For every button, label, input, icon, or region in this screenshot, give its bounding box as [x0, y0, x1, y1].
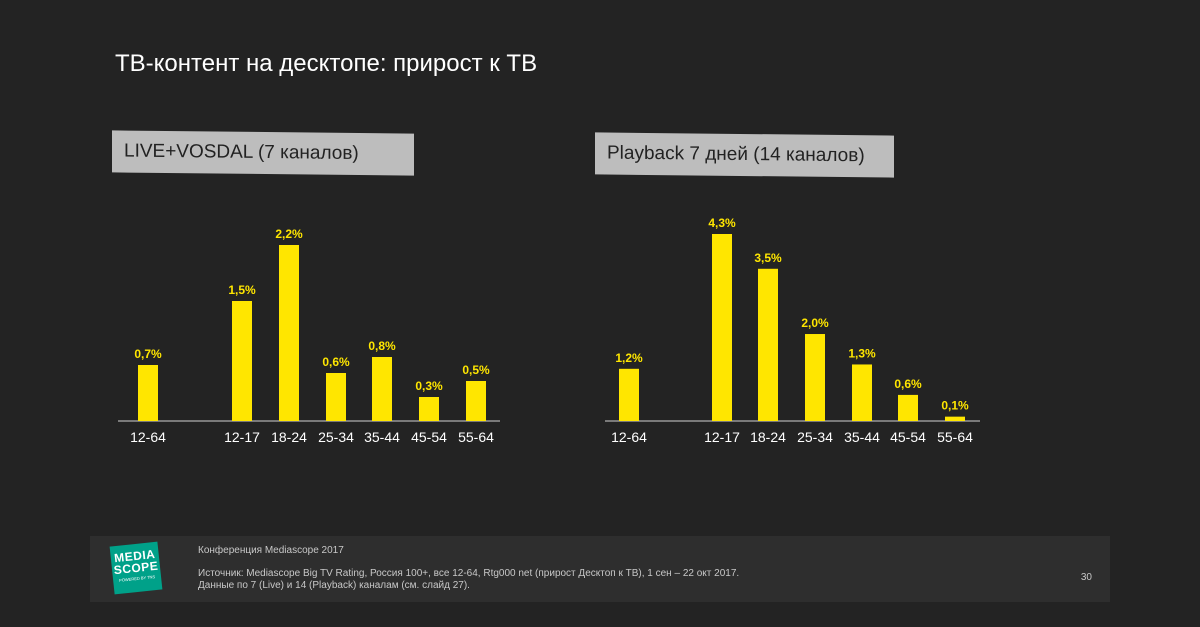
tick-label-35-44: 35-44	[844, 429, 880, 445]
data-label-35-44: 0,8%	[368, 339, 396, 353]
tick-label-12-64: 12-64	[130, 429, 166, 445]
tick-label-35-44: 35-44	[364, 429, 400, 445]
tick-label-12-17: 12-17	[224, 429, 260, 445]
tick-label-25-34: 25-34	[318, 429, 354, 445]
tick-label-12-64: 12-64	[611, 429, 647, 445]
tick-label-12-17: 12-17	[704, 429, 740, 445]
bar-35-44	[372, 357, 392, 421]
tick-label-18-24: 18-24	[750, 429, 786, 445]
source-line-2: Данные по 7 (Live) и 14 (Playback) канал…	[198, 580, 470, 591]
data-label-45-54: 0,3%	[415, 379, 443, 393]
tick-label-45-54: 45-54	[411, 429, 447, 445]
bar-18-24	[758, 268, 778, 421]
data-label-55-64: 0,1%	[941, 399, 969, 413]
tick-label-25-34: 25-34	[797, 429, 833, 445]
bar-12-64	[138, 365, 158, 421]
page-number: 30	[1080, 572, 1092, 583]
footer: MEDIA SCOPE POWERED BY TNS Конференция M…	[90, 536, 1110, 602]
mediascope-logo: MEDIA SCOPE POWERED BY TNS	[109, 541, 163, 595]
source-line-1: Источник: Mediascope Big TV Rating, Росс…	[198, 568, 740, 579]
data-label-25-34: 2,0%	[801, 316, 829, 330]
tick-label-55-64: 55-64	[937, 429, 973, 445]
source-note: Источник: Mediascope Big TV Rating, Росс…	[198, 568, 739, 592]
data-label-25-34: 0,6%	[322, 355, 350, 369]
data-label-18-24: 2,2%	[275, 227, 303, 241]
data-label-45-54: 0,6%	[894, 377, 922, 391]
bar-45-54	[898, 394, 918, 421]
tick-label-45-54: 45-54	[890, 429, 926, 445]
conference-name: Конференция Mediascope 2017	[198, 545, 344, 556]
bar-12-17	[712, 234, 732, 421]
bar-35-44	[852, 364, 872, 421]
data-label-12-17: 1,5%	[228, 283, 256, 297]
bar-12-17	[232, 301, 252, 421]
data-label-18-24: 3,5%	[754, 251, 782, 265]
bar-45-54	[419, 397, 439, 421]
bar-12-64	[619, 368, 639, 421]
bar-25-34	[805, 334, 825, 421]
data-label-12-64: 0,7%	[134, 347, 162, 361]
bar-18-24	[279, 245, 299, 421]
bar-55-64	[466, 381, 486, 421]
tick-label-55-64: 55-64	[458, 429, 494, 445]
tick-label-18-24: 18-24	[271, 429, 307, 445]
data-label-12-17: 4,3%	[708, 216, 736, 230]
bar-55-64	[945, 416, 965, 421]
data-label-55-64: 0,5%	[462, 363, 490, 377]
data-label-35-44: 1,3%	[848, 346, 876, 360]
bar-25-34	[326, 373, 346, 421]
slide-title: ТВ-контент на десктопе: прирост к ТВ	[115, 50, 538, 77]
data-label-12-64: 1,2%	[615, 351, 643, 365]
